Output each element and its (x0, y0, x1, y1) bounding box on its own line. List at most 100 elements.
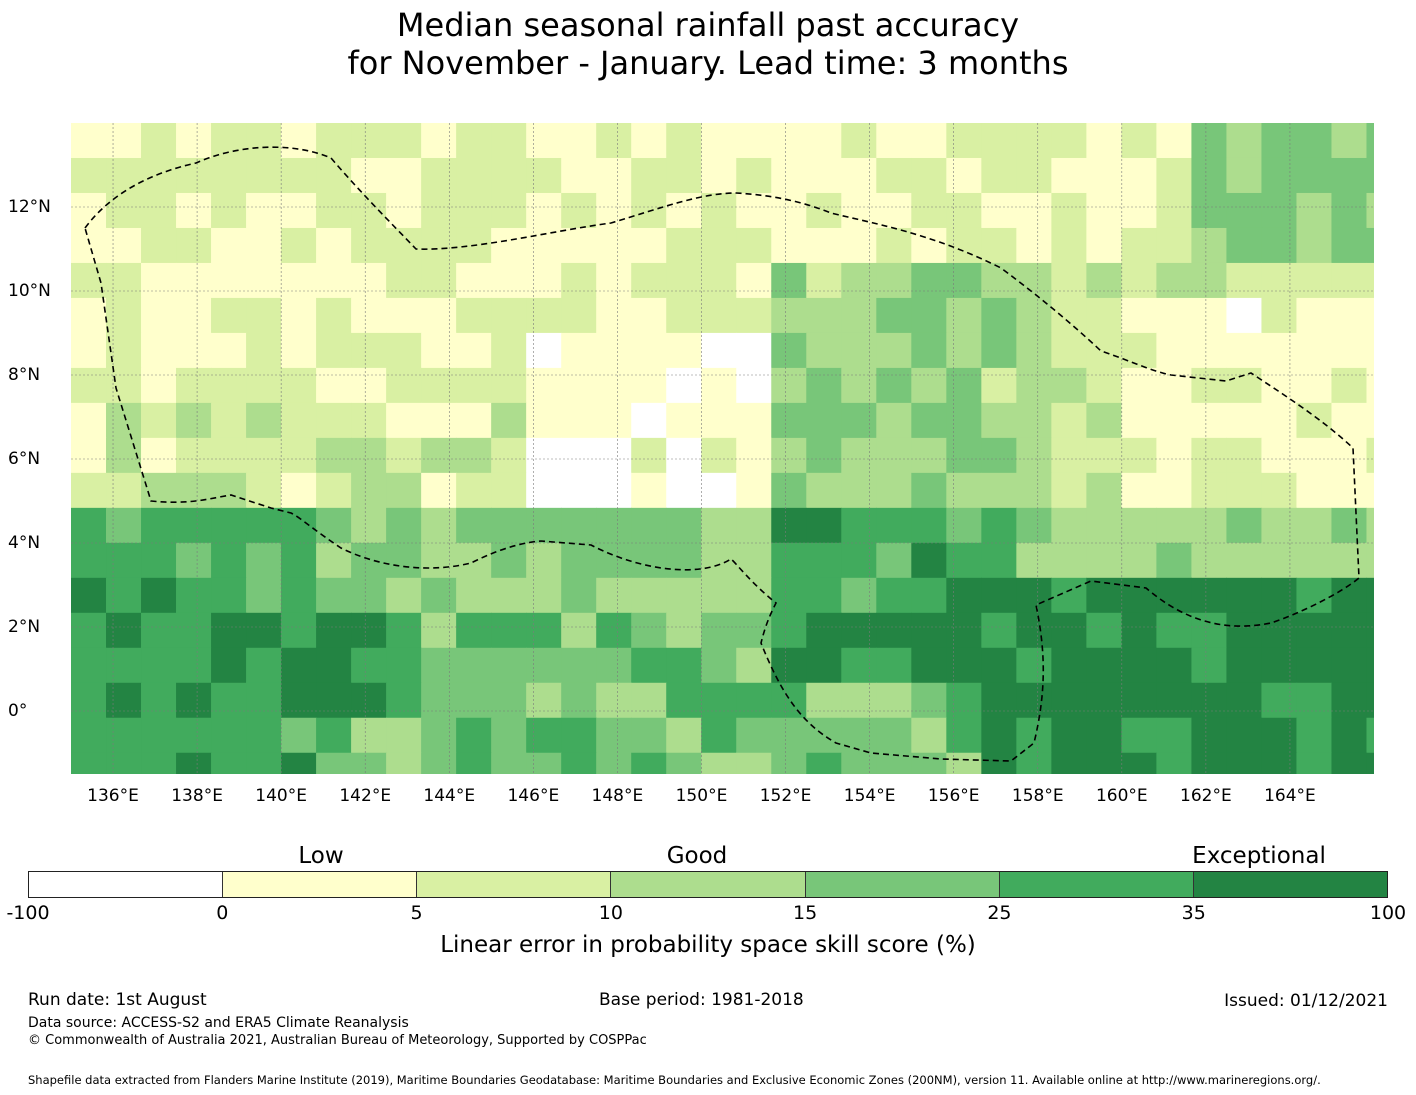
score-cell (421, 402, 457, 439)
score-cell (561, 157, 597, 194)
score-cell (421, 367, 457, 404)
score-cell (421, 612, 457, 649)
score-cell (106, 507, 142, 544)
score-cell (351, 752, 387, 774)
score-cell (141, 192, 177, 229)
score-cell (106, 717, 142, 754)
score-cell (141, 647, 177, 684)
score-cell (876, 123, 912, 159)
score-cell (71, 542, 107, 579)
score-cell (211, 297, 247, 334)
score-cell (1191, 123, 1228, 159)
score-cell (141, 227, 177, 264)
colorbar-label-exceptional: Exceptional (1192, 843, 1326, 869)
score-cell (841, 192, 877, 229)
score-cell (246, 402, 282, 439)
score-cell (666, 542, 702, 579)
y-tick-label: 2°N (8, 617, 41, 637)
score-cell (491, 577, 527, 614)
score-cell (1296, 717, 1333, 754)
score-cell (1016, 227, 1052, 264)
score-cell (561, 332, 597, 369)
score-cell (981, 542, 1017, 579)
score-cell (351, 297, 387, 334)
score-cell (211, 472, 247, 509)
score-cell (421, 437, 457, 474)
eez-boundary (84, 146, 1360, 762)
score-cell (386, 123, 422, 159)
score-cell (421, 717, 457, 754)
score-cell (71, 332, 107, 369)
score-cell (1296, 192, 1333, 229)
score-cell (701, 332, 737, 369)
score-cell (1051, 297, 1087, 334)
score-cell (211, 577, 247, 614)
score-cell (456, 472, 492, 509)
score-cell (1226, 682, 1263, 719)
score-cell (491, 332, 527, 369)
score-cell (736, 472, 772, 509)
score-cell (911, 577, 947, 614)
colorbar-label-good: Good (666, 843, 728, 869)
score-cell (246, 612, 282, 649)
score-cell (981, 577, 1017, 614)
score-cell (946, 472, 982, 509)
score-cell (281, 437, 317, 474)
score-cell (1016, 402, 1052, 439)
score-cell (1191, 192, 1228, 229)
score-cell (456, 507, 492, 544)
score-cell (666, 647, 702, 684)
score-cell (1156, 157, 1193, 194)
score-cell (246, 367, 282, 404)
score-cell (246, 682, 282, 719)
score-cell (316, 682, 352, 719)
score-cell (211, 612, 247, 649)
score-cell (281, 577, 317, 614)
score-cell (1331, 123, 1368, 159)
score-cell (211, 682, 247, 719)
score-cell (281, 612, 317, 649)
score-cell (946, 297, 982, 334)
score-cell (281, 123, 317, 159)
x-tick-label: 162°E (1180, 786, 1232, 806)
score-cell (281, 682, 317, 719)
score-cell (1191, 402, 1228, 439)
score-cell (596, 367, 632, 404)
score-cell (1016, 577, 1052, 614)
score-cell (806, 227, 842, 264)
score-cell (1156, 577, 1193, 614)
colorbar-label-low: Low (298, 843, 344, 869)
score-cell (421, 682, 457, 719)
score-cell (1226, 262, 1263, 299)
score-cell (246, 227, 282, 264)
score-cell (316, 402, 352, 439)
score-cell (946, 717, 982, 754)
score-cell (876, 647, 912, 684)
score-cell (106, 402, 142, 439)
score-cell (981, 262, 1017, 299)
score-cell (1366, 367, 1374, 404)
x-tick-label: 158°E (1011, 786, 1064, 806)
score-cell (351, 367, 387, 404)
score-cell (1016, 472, 1052, 509)
score-cell (1331, 647, 1368, 684)
score-cell (351, 647, 387, 684)
score-cell (1086, 682, 1122, 719)
score-cell (386, 157, 422, 194)
score-cell (1016, 192, 1052, 229)
score-cell (1051, 507, 1087, 544)
score-cell (1296, 612, 1333, 649)
score-cell (1191, 332, 1228, 369)
score-cell (1366, 717, 1374, 754)
score-cell (141, 717, 177, 754)
score-cell (1296, 647, 1333, 684)
score-cell (421, 192, 457, 229)
score-cell (596, 717, 632, 754)
score-cell (1191, 297, 1228, 334)
score-cell (596, 332, 632, 369)
score-cell (1156, 262, 1193, 299)
score-cell (701, 437, 737, 474)
score-cell (71, 717, 107, 754)
score-cell (631, 577, 667, 614)
score-cell (526, 577, 562, 614)
